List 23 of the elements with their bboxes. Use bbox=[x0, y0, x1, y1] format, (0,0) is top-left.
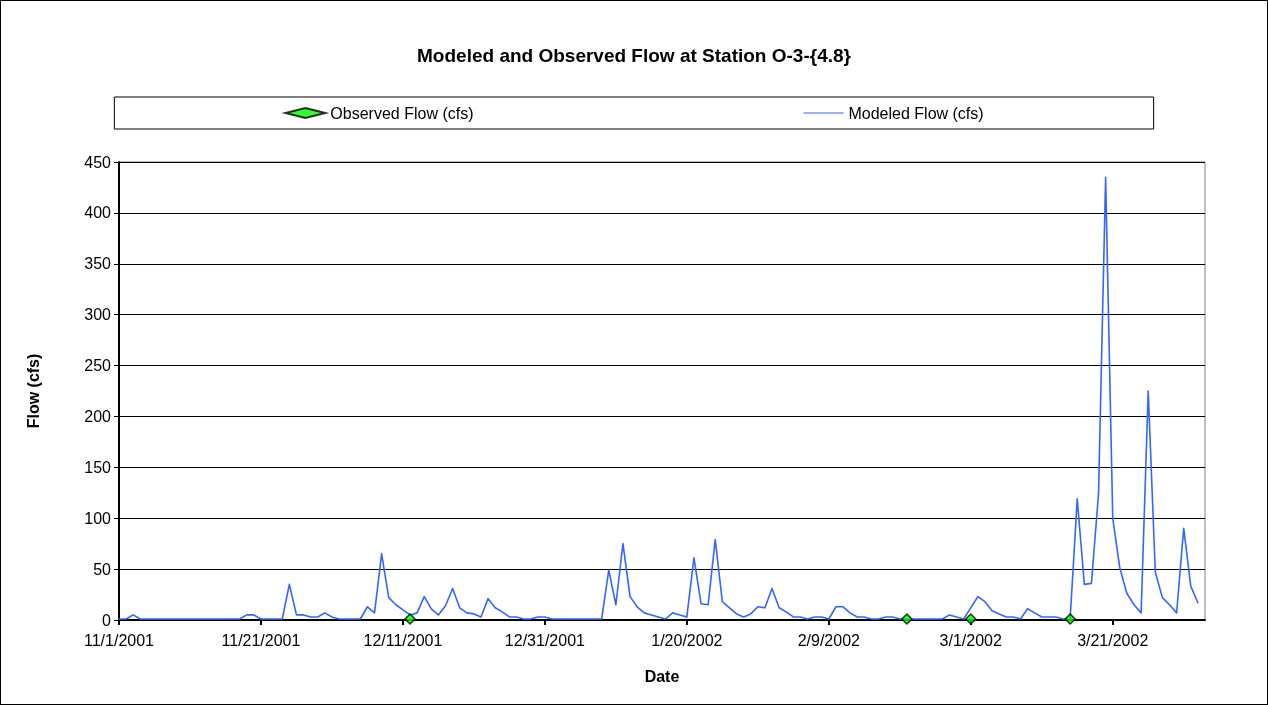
x-tick-label: 12/31/2001 bbox=[504, 631, 586, 649]
y-tick-label: 50 bbox=[93, 560, 112, 578]
legend-label: Observed Flow (cfs) bbox=[330, 104, 474, 122]
x-tick-label: 11/1/2001 bbox=[84, 631, 155, 649]
x-tick-label: 3/21/2002 bbox=[1077, 631, 1149, 649]
legend-label: Modeled Flow (cfs) bbox=[848, 104, 984, 122]
y-tick-label: 200 bbox=[84, 407, 112, 425]
y-tick-label: 400 bbox=[84, 204, 112, 222]
x-axis-title: Date bbox=[644, 667, 680, 685]
y-tick-label: 450 bbox=[84, 153, 112, 171]
x-tick-label: 1/20/2002 bbox=[651, 631, 723, 649]
x-tick-label: 11/21/2001 bbox=[221, 631, 301, 649]
y-axis-title: Flow (cfs) bbox=[24, 353, 42, 429]
x-tick-label: 2/9/2002 bbox=[797, 631, 861, 649]
x-tick-label: 3/1/2002 bbox=[939, 631, 1003, 649]
y-tick-label: 0 bbox=[102, 611, 112, 629]
y-tick-label: 100 bbox=[84, 509, 112, 527]
x-tick-label: 12/11/2001 bbox=[363, 631, 443, 649]
y-tick-label: 350 bbox=[84, 255, 112, 273]
y-tick-label: 300 bbox=[84, 306, 112, 324]
y-tick-label: 150 bbox=[84, 458, 112, 476]
y-tick-label: 250 bbox=[84, 357, 112, 375]
chart-title: Modeled and Observed Flow at Station O-3-{4.8} bbox=[417, 45, 852, 66]
